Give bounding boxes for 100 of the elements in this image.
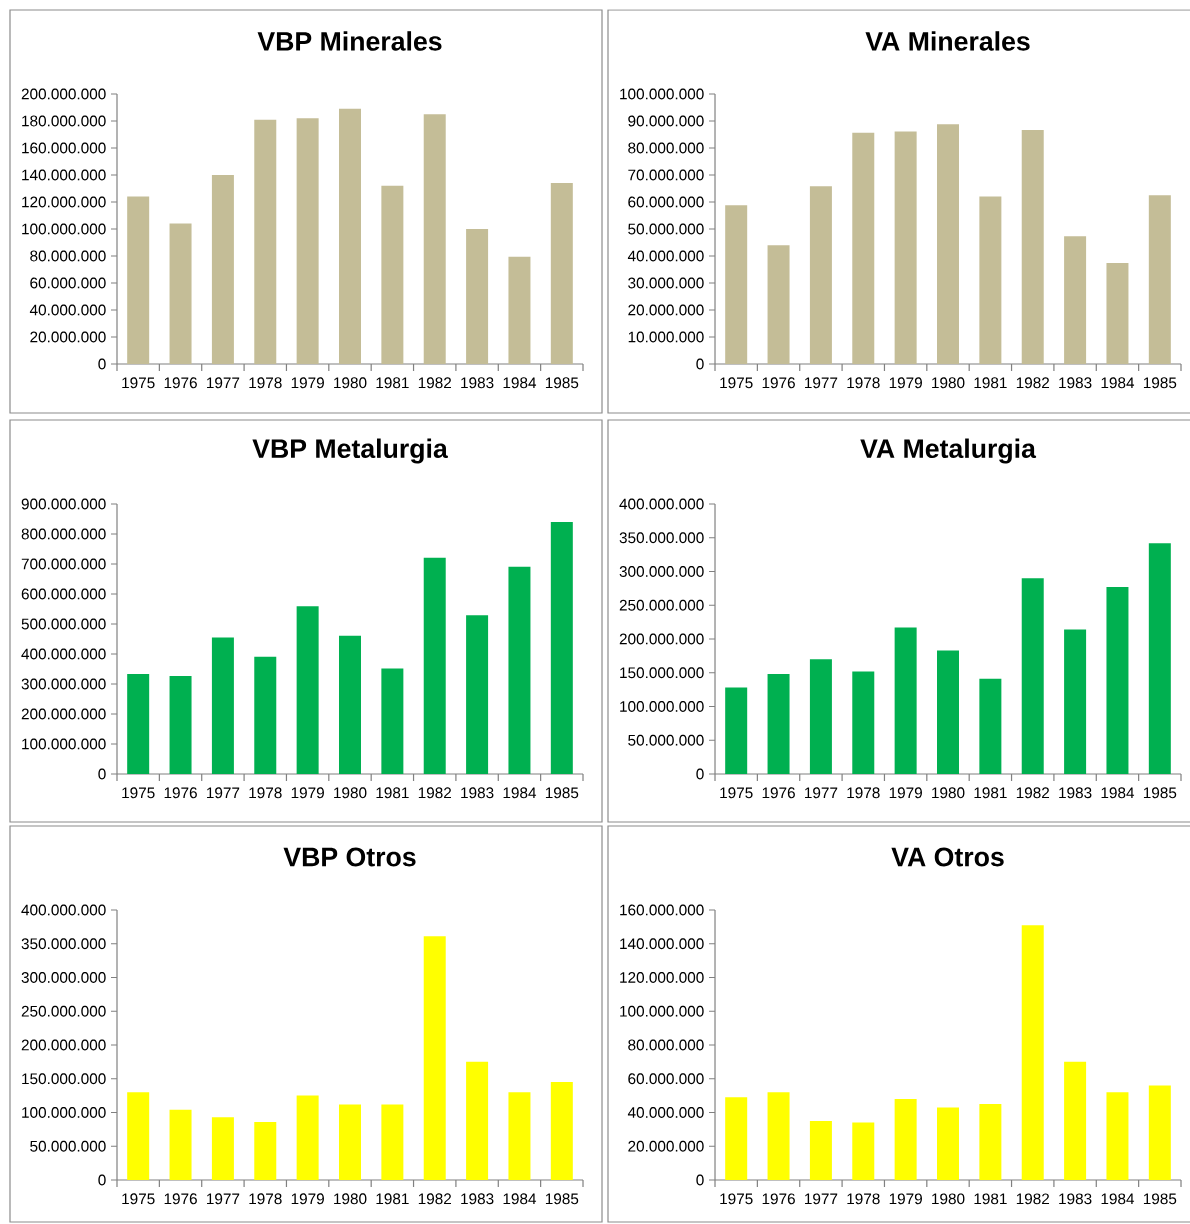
y-tick-label: 100.000.000 [22, 223, 106, 235]
x-tick-label: 1978 [249, 1193, 282, 1205]
y-tick-label: 500.000.000 [21, 618, 106, 630]
y-tick-label: 0 [98, 358, 106, 370]
x-tick-label: 1984 [503, 1193, 537, 1205]
x-tick-label: 1985 [1143, 377, 1177, 389]
y-tick-label: 150.000.000 [620, 667, 704, 679]
x-tick-label: 1980 [334, 787, 367, 799]
bar [127, 1092, 150, 1180]
bar [979, 196, 1002, 364]
bar [852, 1122, 875, 1180]
bar [508, 1092, 531, 1180]
x-tick-label: 1976 [762, 1193, 795, 1205]
x-tick-label: 1981 [376, 377, 409, 389]
x-tick-label: 1976 [762, 787, 795, 799]
y-tick-label: 400.000.000 [619, 498, 704, 510]
bar [296, 118, 319, 364]
x-tick-label: 1982 [1016, 1193, 1050, 1205]
y-tick-label: 350.000.000 [21, 938, 106, 950]
y-tick-label: 900.000.000 [21, 498, 106, 510]
bar [767, 1092, 790, 1180]
bar [725, 1097, 748, 1180]
chart-title: VBP Metalurgia [252, 438, 448, 464]
y-tick-label: 160.000.000 [22, 142, 106, 154]
y-tick-label: 60.000.000 [628, 196, 704, 208]
y-tick-label: 250.000.000 [619, 599, 704, 611]
y-tick-label: 50.000.000 [628, 734, 704, 746]
bar [725, 205, 748, 364]
x-tick-label: 1980 [932, 787, 965, 799]
x-tick-label: 1977 [805, 787, 838, 799]
bar [339, 1104, 361, 1180]
x-tick-label: 1984 [1101, 1193, 1135, 1205]
x-tick-label: 1976 [762, 377, 795, 389]
x-tick-label: 1978 [847, 787, 880, 799]
x-tick-label: 1979 [889, 1193, 922, 1205]
y-tick-label: 200.000.000 [619, 633, 704, 645]
y-tick-label: 40.000.000 [627, 250, 704, 262]
x-tick-label: 1981 [974, 1193, 1007, 1205]
y-tick-label: 100.000.000 [22, 1107, 106, 1118]
x-tick-label: 1981 [974, 377, 1007, 389]
y-tick-label: 120.000.000 [620, 972, 704, 983]
x-tick-label: 1983 [1059, 787, 1092, 799]
bar [725, 687, 748, 774]
bar [1106, 1092, 1129, 1180]
x-tick-label: 1975 [122, 1193, 155, 1205]
bar [254, 119, 277, 364]
x-tick-label: 1977 [805, 377, 838, 389]
y-tick-label: 250.000.000 [21, 1005, 106, 1017]
x-tick-label: 1983 [461, 1193, 494, 1205]
bar [809, 186, 832, 364]
bar [550, 1082, 573, 1180]
x-tick-label: 1983 [1059, 377, 1092, 389]
y-tick-label: 300.000.000 [619, 566, 704, 577]
bar [809, 1120, 832, 1180]
x-tick-label: 1977 [805, 1193, 838, 1205]
x-tick-label: 1982 [418, 1193, 452, 1205]
bar [381, 1104, 404, 1180]
y-tick-label: 70.000.000 [628, 169, 704, 181]
bar [127, 196, 150, 364]
y-tick-label: 180.000.000 [22, 115, 106, 127]
bar [339, 108, 361, 364]
x-tick-label: 1983 [461, 377, 494, 389]
bar [1064, 236, 1087, 364]
x-tick-label: 1978 [847, 1193, 880, 1205]
bar [254, 1121, 277, 1180]
y-tick-label: 400.000.000 [21, 904, 106, 916]
x-tick-label: 1976 [164, 377, 197, 389]
bar [423, 114, 446, 364]
y-tick-label: 0 [696, 1174, 704, 1186]
x-tick-label: 1985 [1143, 1193, 1177, 1205]
bar [254, 656, 277, 774]
x-tick-label: 1983 [461, 787, 494, 799]
y-tick-label: 200.000.000 [21, 88, 106, 100]
y-tick-label: 80.000.000 [628, 142, 704, 154]
x-tick-label: 1985 [545, 1193, 579, 1205]
x-tick-label: 1981 [974, 787, 1007, 799]
chart-title: VBP Otros [283, 847, 416, 867]
bar [211, 174, 234, 364]
y-tick-label: 300.000.000 [21, 972, 106, 983]
x-tick-label: 1978 [249, 377, 282, 389]
bar [508, 566, 531, 774]
bar [550, 183, 573, 364]
bar [296, 606, 319, 774]
y-tick-label: 120.000.000 [22, 196, 106, 208]
bar [296, 1095, 319, 1180]
chart-title: VBP Minerales [257, 31, 442, 51]
bar [852, 671, 875, 774]
chart-title: VA Otros [891, 847, 1004, 867]
bar [937, 650, 960, 774]
y-tick-label: 140.000.000 [22, 169, 106, 181]
bar [809, 659, 832, 774]
x-tick-label: 1985 [545, 377, 579, 389]
x-tick-label: 1977 [207, 1193, 240, 1205]
bar [1106, 263, 1129, 364]
x-tick-label: 1979 [291, 377, 324, 389]
bar [979, 1104, 1002, 1180]
x-tick-label: 1979 [291, 787, 324, 799]
x-tick-label: 1981 [376, 787, 409, 799]
x-tick-label: 1984 [503, 787, 537, 799]
bar [1148, 195, 1171, 364]
